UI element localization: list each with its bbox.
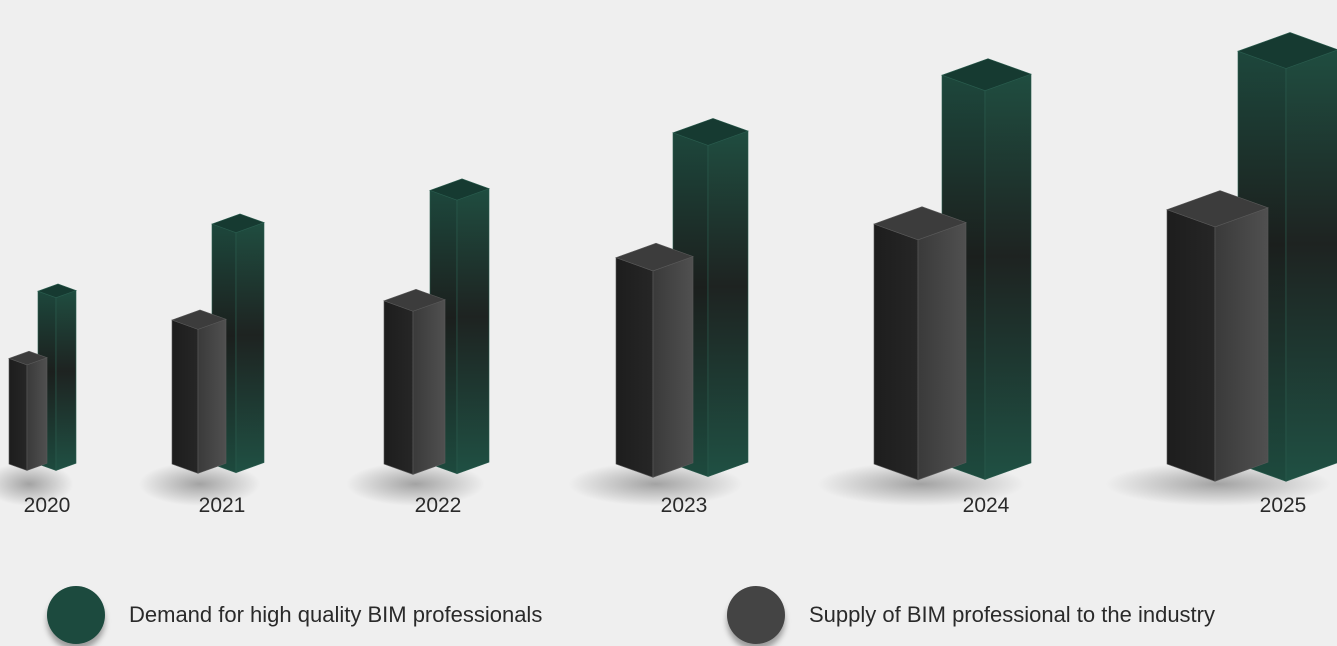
bar-supply-2024 [873,206,967,481]
legend-item-demand: Demand for high quality BIM professional… [47,586,542,644]
bar-supply-2020-right-face [26,357,48,471]
bar-supply-2023-left-face [615,257,654,478]
bar-supply-2021-left-face [171,319,199,474]
bar-supply-2022-right-face [412,299,446,475]
year-label-2022: 2022 [415,494,462,517]
demand-swatch-icon [47,586,105,644]
bar-supply-2024-right-face [917,222,967,481]
bar-demand-2021-top-face [211,213,265,233]
bar-demand-2024-right-face [984,73,1032,480]
bar-demand-2020-right-face [55,290,77,471]
bar-supply-2020 [8,350,48,471]
bar-supply-2024-top-face [873,206,967,241]
year-label-2025: 2025 [1260,494,1307,517]
bar-demand-2025-right-face [1285,49,1337,482]
bar-demand-2020-top-face [37,283,77,298]
bar-supply-2023 [615,242,694,478]
bar-supply-2021 [171,309,227,474]
bar-demand-2021-right-face [235,222,265,474]
legend-demand-label: Demand for high quality BIM professional… [129,602,543,627]
bar-supply-2023-right-face [652,256,694,478]
bar-demand-2025-top-face [1237,32,1337,69]
bar-supply-2021-right-face [197,318,227,474]
bar-demand-2023-right-face [707,130,749,478]
bar-supply-2025-top-face [1166,190,1269,228]
year-label-2024: 2024 [963,494,1010,517]
bars-layer [8,32,1337,482]
bar-supply-2020-top-face [8,350,48,366]
year-label-2020: 2020 [24,494,71,517]
bar-supply-2024-left-face [873,223,919,481]
bar-supply-2023-top-face [615,242,694,272]
legend-item-supply: Supply of BIM professional to the indust… [727,586,1215,644]
bar-shadow-2022 [346,462,485,506]
bar-supply-2025-left-face [1166,209,1216,482]
bar-shadows [0,462,1332,506]
bar-shadow-2020 [0,462,74,506]
supply-swatch-icon [727,586,785,644]
legend-supply-label: Supply of BIM professional to the indust… [809,602,1215,627]
bar-demand-2022-right-face [456,188,490,475]
year-label-2023: 2023 [661,494,708,517]
bar-supply-2022 [383,288,446,475]
bar-supply-2022-top-face [383,288,446,312]
bar-demand-2024-top-face [941,58,1032,91]
bar-supply-2021-top-face [171,309,227,330]
bar-supply-2020-left-face [8,357,28,471]
bar-shadow-2021 [138,462,261,506]
bar-demand-2022-top-face [429,178,490,201]
bar-supply-2025-right-face [1214,207,1269,482]
bar-supply-2025 [1166,190,1269,482]
year-labels: 2020 2021 2022 2023 2024 2025 [24,494,1307,517]
bar-demand-2023-top-face [672,118,749,146]
year-label-2021: 2021 [199,494,246,517]
bar-supply-2022-left-face [383,300,414,475]
